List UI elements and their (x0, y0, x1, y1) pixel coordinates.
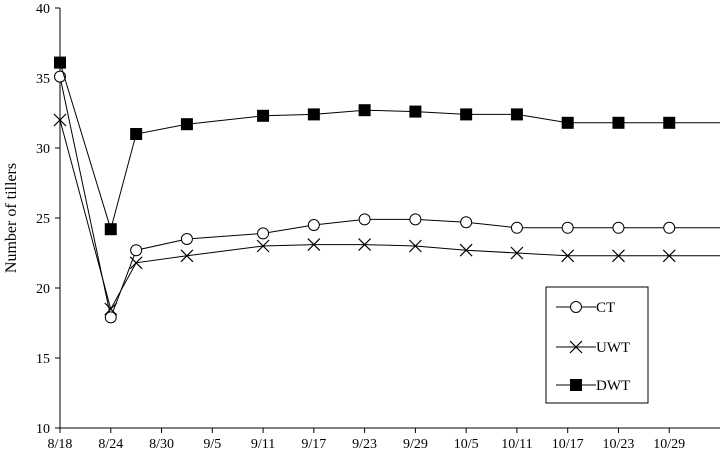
y-axis-label: Number of tillers (3, 163, 20, 273)
point-uwt (459, 243, 473, 257)
point-dwt (104, 223, 117, 236)
x-tick-label: 8/24 (98, 437, 123, 452)
x-tick-label: 10/23 (603, 437, 635, 452)
point-uwt (180, 249, 194, 263)
point-uwt-stroke (256, 239, 270, 253)
point-ct (460, 216, 473, 229)
point-uwt-stroke (612, 249, 625, 263)
point-uwt-stroke (358, 238, 372, 252)
point-dwt (358, 104, 371, 117)
point-uwt (53, 113, 67, 127)
point-uwt-stroke (180, 249, 194, 263)
point-ct (130, 244, 143, 257)
point-ct (612, 221, 625, 234)
x-tick-label: 9/29 (403, 437, 428, 452)
point-uwt (510, 246, 524, 260)
point-uwt-stroke (459, 243, 473, 257)
legend-marker-dwt (570, 379, 582, 391)
point-uwt (612, 249, 625, 263)
point-ct (663, 221, 676, 234)
point-ct (561, 221, 574, 234)
series-line-ct (59, 76, 720, 320)
point-dwt (257, 109, 270, 122)
point-uwt-stroke (662, 249, 676, 263)
point-dwt (54, 56, 66, 69)
point-ct (307, 219, 320, 231)
point-uwt-stroke (408, 239, 422, 253)
y-tick-label: 35 (36, 72, 50, 87)
legend-label-ct: CT (596, 300, 615, 316)
x-tick-label: 10/29 (653, 437, 685, 452)
point-uwt-stroke (104, 302, 118, 316)
point-uwt (256, 239, 270, 253)
point-uwt (358, 238, 372, 252)
point-ct (358, 213, 371, 226)
point-dwt (561, 116, 574, 129)
x-tick-label: 9/5 (203, 437, 221, 452)
series-uwt (53, 113, 720, 316)
series-ct (54, 70, 720, 324)
point-ct (180, 233, 193, 245)
point-dwt (663, 116, 676, 129)
point-uwt (104, 302, 118, 316)
legend-label-uwt: UWT (596, 340, 630, 356)
legend: CT UWT DWT (545, 286, 649, 404)
x-tick-label: 9/23 (352, 437, 377, 452)
legend-label-dwt: DWT (596, 378, 630, 394)
point-uwt-stroke (53, 113, 67, 127)
point-dwt (307, 108, 320, 121)
point-uwt-stroke (561, 249, 575, 263)
x-tick-label: 8/30 (149, 437, 174, 452)
point-uwt (408, 239, 422, 253)
point-ct (104, 311, 117, 324)
point-dwt (130, 128, 143, 140)
x-tick-label: 10/11 (501, 437, 532, 452)
x-tick-label: 10/5 (454, 437, 479, 452)
series-dwt (54, 56, 720, 236)
legend-marker-ct (570, 301, 582, 313)
point-uwt-stroke (510, 246, 524, 260)
y-tick-label: 20 (36, 282, 50, 297)
point-ct (257, 227, 270, 240)
point-uwt (662, 249, 676, 263)
point-ct (54, 70, 66, 83)
point-dwt (460, 108, 473, 121)
x-tick-label: 10/17 (552, 437, 584, 452)
y-tick-label: 30 (36, 142, 50, 157)
axes: 10 15 20 25 30 35 40 8/18 8/24 8/30 9/5 9/11 9/17 9/2… (36, 2, 720, 452)
point-dwt (510, 108, 523, 121)
point-dwt (409, 105, 422, 118)
legend-marker-uwt (569, 340, 583, 354)
point-dwt (612, 116, 625, 129)
point-uwt-stroke (129, 256, 143, 270)
point-ct (510, 221, 523, 234)
point-uwt (307, 238, 321, 252)
y-tick-label: 10 (36, 422, 50, 437)
point-uwt-stroke (307, 238, 321, 252)
y-tick-label: 40 (36, 2, 50, 17)
series-layer (53, 56, 720, 324)
y-tick-label: 25 (36, 212, 50, 227)
x-tick-label: 8/18 (48, 437, 73, 452)
y-tick-label: 15 (36, 352, 50, 367)
x-tick-label: 9/17 (301, 437, 326, 452)
point-ct (409, 213, 422, 226)
x-tick-label: 9/11 (251, 437, 275, 452)
legend-box (545, 286, 649, 404)
series-line-uwt (59, 119, 720, 311)
point-dwt (180, 118, 193, 131)
point-uwt (129, 256, 143, 270)
legend-marker-uwt-stroke (569, 340, 583, 354)
series-line-dwt (59, 62, 720, 232)
point-uwt (561, 249, 575, 263)
